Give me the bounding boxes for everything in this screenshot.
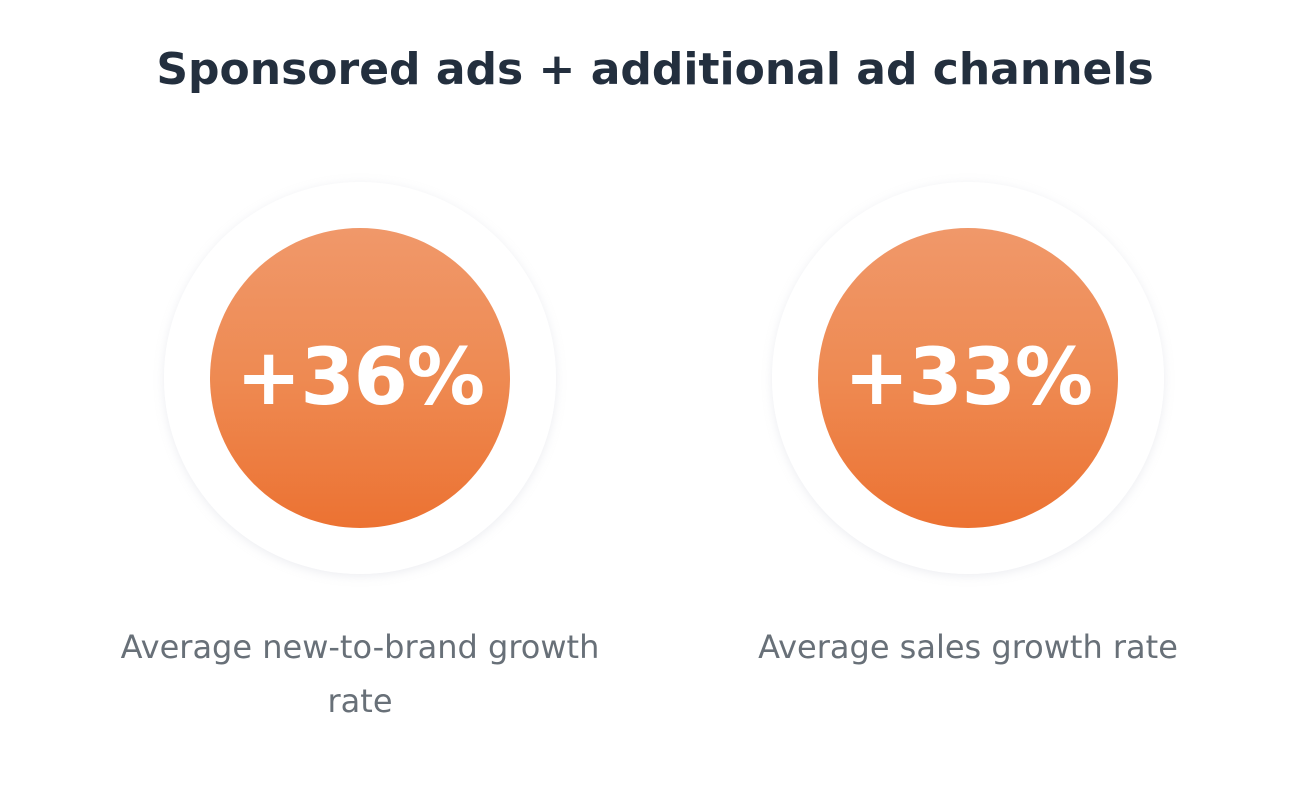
stat-caption: Average sales growth rate <box>758 628 1178 666</box>
stat-ring: +33% <box>772 182 1164 574</box>
stat-ring: +36% <box>164 182 556 574</box>
stat-new-to-brand-growth: +36% Average new-to-brand growth rate <box>120 182 600 728</box>
stat-value: +33% <box>843 333 1093 423</box>
stat-value: +36% <box>235 333 485 423</box>
page-title: Sponsored ads + additional ad channels <box>156 44 1154 95</box>
stat-sales-growth: +33% Average sales growth rate <box>728 182 1208 674</box>
stat-disc: +33% <box>818 228 1118 528</box>
stat-disc: +36% <box>210 228 510 528</box>
stat-caption: Average new-to-brand growth rate <box>120 628 600 720</box>
